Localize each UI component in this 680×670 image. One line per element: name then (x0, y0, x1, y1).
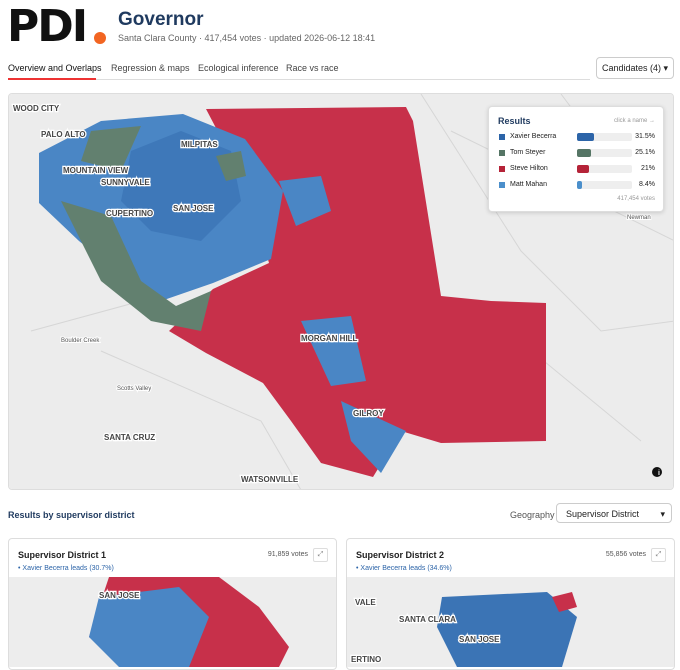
place-label: PALO ALTO (41, 130, 86, 139)
place-label: Boulder Creek (61, 338, 100, 344)
value-label: 25.1% (635, 149, 655, 156)
place-label: SANTA CRUZ (104, 433, 155, 442)
place-label: GILROY (353, 409, 384, 418)
logo-dot (94, 32, 106, 44)
region-blue (279, 176, 366, 386)
candidate-row[interactable]: Matt Mahan 8.4% (499, 180, 655, 190)
expand-button[interactable]: ⤢ (313, 548, 328, 562)
candidate-row[interactable]: Tom Steyer 25.1% (499, 148, 655, 158)
swatch (499, 150, 505, 156)
button-label: Candidates (4) (601, 63, 661, 73)
bar (577, 149, 591, 157)
region-blue (341, 401, 406, 473)
geography-label: Geography (510, 510, 555, 520)
district-card[interactable]: Supervisor District 2 55,856 votes ⤢ Xav… (346, 538, 675, 670)
card-title: Supervisor District 2 (356, 550, 445, 560)
place-label: MILPITAS (181, 140, 218, 149)
tab[interactable]: Overview and Overlaps (8, 63, 102, 73)
candidate-name: Tom Steyer (510, 149, 546, 156)
candidate-name: Matt Mahan (510, 181, 547, 188)
candidates-button[interactable]: Candidates (4) ▾ (596, 57, 674, 79)
place-label: WOOD CITY (13, 104, 60, 113)
swatch (499, 166, 505, 172)
bar (577, 133, 595, 141)
bar-track (577, 165, 632, 173)
select-label: Supervisor District (566, 509, 640, 519)
place-label: SAN JOSE (173, 204, 214, 213)
candidate-row[interactable]: Steve Hilton 21% (499, 164, 655, 174)
value-label: 8.4% (639, 181, 655, 188)
candidate-name: Xavier Becerra (510, 133, 557, 140)
region-red (552, 592, 577, 612)
candidate-name: Steve Hilton (510, 165, 548, 172)
results-hint: click a name → (613, 118, 655, 124)
place-label: SAN JOSE (459, 635, 500, 644)
region-blue-core (121, 131, 241, 241)
district-card[interactable]: Supervisor District 1 91,859 votes ⤢ Xav… (8, 538, 337, 670)
map-panel: i WOOD CITY PALO ALTO MOUNTAIN VIEW SUNN… (8, 93, 674, 490)
card-map: VALE SANTA CLARA SAN JOSE ERTINO (347, 577, 674, 667)
region-blue (437, 592, 577, 667)
bar (577, 165, 589, 173)
results-title: Results (498, 116, 531, 126)
place-label: VALE (355, 598, 376, 607)
card-title: Supervisor District 1 (18, 550, 107, 560)
swatch (499, 182, 505, 188)
value-label: 21% (640, 165, 655, 172)
expand-button[interactable]: ⤢ (651, 548, 666, 562)
tab-active (8, 78, 96, 80)
geography-select[interactable]: Supervisor District ▾ (556, 503, 672, 523)
results-total: 417,454 votes (617, 196, 655, 202)
region-blue (89, 587, 209, 667)
results-box: Results click a name → 417,454 votes Xav… (488, 106, 664, 212)
card-leader: Xavier Becerra leads (34.6%) (356, 565, 451, 572)
place-label: MOUNTAIN VIEW (63, 166, 129, 175)
logo-text: PDI (7, 5, 86, 47)
title: Governor (118, 9, 204, 30)
place-label: ERTINO (351, 655, 381, 664)
bar-track (577, 181, 632, 189)
logo: PDI (7, 5, 106, 47)
place-label: SAN JOSE (99, 591, 140, 600)
card-leader: Xavier Becerra leads (30.7%) (18, 565, 113, 572)
section-title: Results by supervisor district (8, 510, 135, 520)
bar (577, 181, 582, 189)
place-label: MORGAN HILL (301, 334, 358, 343)
info-glyph: i (658, 470, 660, 477)
candidate-row[interactable]: Xavier Becerra 31.5% (499, 132, 655, 142)
place-label: CUPERTINO (106, 209, 153, 218)
subtitle: Santa Clara County · 417,454 votes · upd… (118, 33, 376, 43)
tab-rule (8, 79, 590, 80)
place-label: Newman (627, 215, 651, 221)
card-map: SAN JOSE (9, 577, 336, 667)
value-label: 31.5% (635, 133, 655, 140)
tab[interactable]: Ecological inference (198, 63, 279, 73)
tab[interactable]: Regression & maps (111, 63, 190, 73)
swatch (499, 134, 505, 140)
bar-track (577, 133, 632, 141)
info-icon[interactable] (652, 467, 662, 477)
region-green (81, 126, 246, 181)
card-votes: 55,856 votes (605, 551, 646, 558)
card-votes: 91,859 votes (267, 551, 308, 558)
place-label: SUNNYVALE (101, 178, 150, 187)
region-green (61, 201, 211, 331)
tab[interactable]: Race vs race (286, 63, 339, 73)
bar-track (577, 149, 632, 157)
place-label: WATSONVILLE (241, 475, 299, 484)
place-label: SANTA CLARA (399, 615, 456, 624)
place-label: Scotts Valley (117, 386, 151, 392)
